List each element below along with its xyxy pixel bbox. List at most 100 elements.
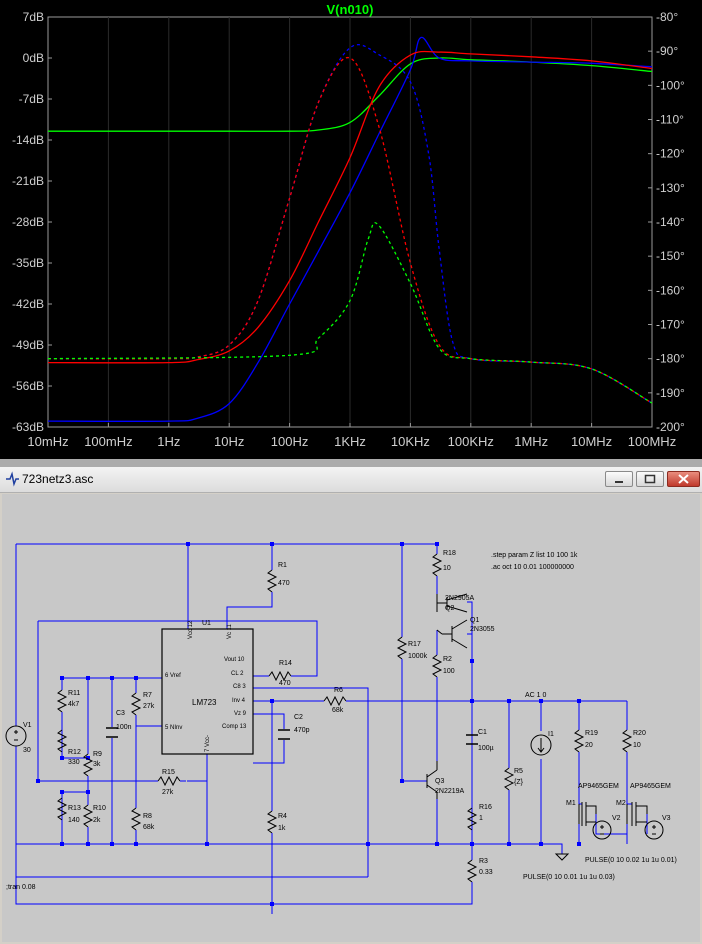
q1-label: Q1 [470,617,479,624]
directive-ac-source[interactable]: AC 1 0 [525,692,547,699]
i1-label: I1 [548,731,554,738]
ic-pin-vout: Vout 10 [224,657,245,663]
trace-title[interactable]: V(n010) [327,2,374,17]
close-button[interactable] [667,471,700,487]
q3-type: 2N2219A [435,788,465,795]
left-tick-label: -28dB [12,215,44,229]
r8-value: 68k [143,824,155,831]
left-tick-label: 0dB [23,51,44,65]
capacitors [106,727,478,745]
window-titlebar[interactable]: 723netz3.asc [0,467,702,493]
r6-label: R6 [334,687,343,694]
q3-label: Q3 [435,778,444,785]
right-tick-label: -80° [656,10,678,24]
r8-label: R8 [143,813,152,820]
c3-label: C3 [116,710,125,717]
v3-label: V3 [662,815,671,822]
plot-curves [47,36,653,422]
r7-label: R7 [143,692,152,699]
r19-label: R19 [585,730,598,737]
m1-label: M1 [566,800,576,807]
directive-step[interactable]: .step param Z list 10 100 1k [491,552,578,559]
q2-label: Q2 [445,605,454,612]
r4-label: R4 [278,813,287,820]
ic-pin-inv: Inv 4 [232,698,246,704]
r9-value: 3k [93,761,101,768]
r14-label: R14 [279,660,292,667]
ic-pin-c8: C8 3 [233,684,246,690]
c2-label: C2 [294,714,303,721]
right-tick-label: -150° [656,249,685,263]
right-tick-label: -160° [656,283,685,297]
ltspice-schematic-icon [6,471,19,487]
plot-canvas[interactable]: 7dB 0dB -7dB -14dB -21dB -28dB -35dB -42dB -49dB… [0,0,702,459]
maximize-button[interactable] [636,471,664,487]
r15-value: 27k [162,789,174,796]
r18-value: 10 [443,565,451,572]
left-axis: 7dB 0dB -7dB -14dB -21dB -28dB -35dB -42dB -49dB… [12,10,52,434]
r17-value: 1000k [408,653,428,660]
right-tick-label: -110° [656,113,684,127]
x-tick-label: 100Hz [271,434,309,449]
directive-pulse-v3[interactable]: PULSE(0 10 0.02 1u 1u 0.01) [585,857,677,864]
pane-separator[interactable] [0,459,702,467]
right-tick-label: -120° [656,147,685,161]
r20-value: 10 [633,742,641,749]
c1-value: 100µ [478,745,494,752]
r5-value: {Z} [514,779,524,786]
r7-value: 27k [143,703,155,710]
x-axis: 10mHz 100mHz 1Hz 10Hz 100Hz 1KHz 10KHz 100KHz 1M… [27,423,676,449]
r11-label: R11 [68,690,80,697]
left-tick-label: -63dB [12,420,44,434]
left-tick-label: -42dB [12,297,44,311]
r15-label: R15 [162,769,175,776]
r2-value: 100 [443,668,455,675]
x-tick-label: 100mHz [84,434,132,449]
x-tick-label: 10Hz [214,434,244,449]
directive-ac[interactable]: .ac oct 10 0.01 100000000 [491,564,574,571]
left-tick-label: -35dB [12,256,44,270]
ic-pin-vz: Vz 9 [234,711,247,717]
ic-pin-ninv: 5 NInv [165,725,182,731]
minimize-button[interactable] [605,471,633,487]
c3-value: 100n [116,724,132,731]
r19-value: 20 [585,742,593,749]
minimize-icon [615,481,623,483]
left-tick-label: -7dB [19,92,44,106]
ic-pin-vcc: Vcc 12 [188,620,194,639]
ic-pin-vccneg: 7 Vcc- [205,735,211,752]
right-tick-label: -100° [656,78,685,92]
c1-label: C1 [478,729,487,736]
r3-label: R3 [479,858,488,865]
x-tick-label: 10KHz [391,434,430,449]
r6-value: 68k [332,707,344,714]
directive-pulse-v2[interactable]: PULSE(0 10 0.01 1u 1u 0.03) [523,874,615,881]
r5-label: R5 [514,768,523,775]
spice-directives: .step param Z list 10 100 1k .ac oct 10 … [6,552,677,891]
right-tick-label: -200° [656,420,685,434]
r10-label: R10 [93,805,106,812]
ic-pin-cl: CL 2 [231,671,244,677]
r4-value: 1k [278,825,286,832]
q1-type: 2N3055 [470,626,495,633]
ic-name: U1 [202,620,211,627]
series-red-solid [47,50,653,364]
waveform-plot[interactable]: 7dB 0dB -7dB -14dB -21dB -28dB -35dB -42dB -49dB… [0,0,702,459]
maximize-icon [644,474,656,484]
c2-value: 470p [294,727,310,734]
ic-type: LM723 [192,698,217,707]
x-tick-label: 1KHz [334,434,366,449]
transistors [426,593,468,799]
right-axis: -80° -90° -100° -110° -120° -130° -140° -150° -1… [648,10,685,434]
schematic-canvas[interactable]: U1 LM723 Vcc 12 Vc 11 Vout 10 CL 2 C8 3 … [2,494,700,942]
r9-label: R9 [93,751,102,758]
ic-pin-vc: Vc 11 [227,623,233,639]
right-tick-label: -90° [656,44,678,58]
directive-tran[interactable]: ;tran 0.08 [6,884,36,891]
m2-type: AP9465GEM [630,783,671,790]
r14-value: 470 [279,680,291,687]
x-tick-label: 100KHz [448,434,494,449]
r12-label: R12 [68,749,81,756]
left-tick-label: -56dB [12,379,44,393]
r20-label: R20 [633,730,646,737]
